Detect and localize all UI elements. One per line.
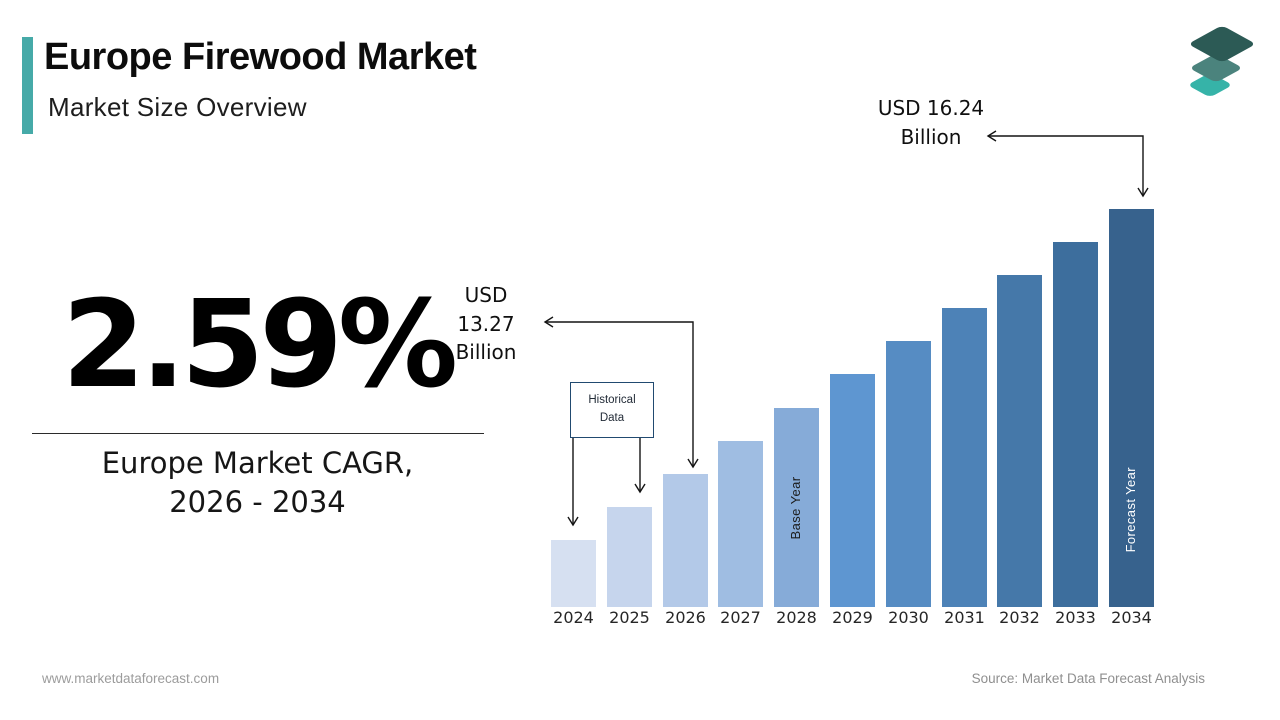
annotation-2026-line3: Billion [455,340,517,364]
x-tick-2032: 2032 [999,608,1040,627]
bar-2030 [886,341,931,607]
x-tick-2028: 2028 [776,608,817,627]
bar-2024 [551,540,596,607]
x-tick-2024: 2024 [553,608,594,627]
bar-2026 [663,474,708,607]
x-tick-2033: 2033 [1055,608,1096,627]
bar-2028: Base Year [774,408,819,607]
x-tick-2034: 2034 [1111,608,1152,627]
x-tick-2025: 2025 [609,608,650,627]
historical-data-line1: Historical [588,394,636,407]
x-tick-2031: 2031 [944,608,985,627]
page-subtitle: Market Size Overview [48,92,307,122]
stat-divider [31,432,484,434]
page-title: Europe Firewood Market [44,36,477,78]
annotation-2026-line2: 13.27 [457,311,515,336]
annotation-2026-line1: USD [464,283,508,307]
bar-2025 [607,507,652,607]
annotation-2034-line2: Billion [900,125,962,149]
annotation-2026-value: USD 13.27 Billion [430,281,542,367]
cagr-caption-line2: 2026 - 2034 [169,484,346,519]
title-accent-bar [22,37,33,134]
cagr-value: 2.59% [61,276,458,415]
cagr-stat-block: 2.59% Europe Market CAGR, 2026 - 2034 [30,276,485,522]
annotation-2034-line1: USD 16.24 [877,96,985,120]
cagr-caption: Europe Market CAGR, 2026 - 2034 [30,444,485,522]
bar-inner-label-2028: Base Year [787,476,803,539]
bar-2032 [997,275,1042,607]
bar-2034: Forecast Year [1109,209,1154,607]
bar-inner-label-2034: Forecast Year [1122,466,1138,552]
annotation-2034-value: USD 16.24 Billion [845,94,1017,152]
bar-2027 [718,441,763,607]
cagr-caption-line1: Europe Market CAGR, [101,445,414,480]
footer-website: www.marketdataforecast.com [42,671,220,686]
x-tick-2027: 2027 [720,608,761,627]
bar-2029 [830,374,875,607]
x-tick-2029: 2029 [832,608,873,627]
historical-data-box: Historical Data [570,382,654,438]
footer-source: Source: Market Data Forecast Analysis [971,671,1205,686]
bar-2031 [942,308,987,607]
bar-2033 [1053,242,1098,607]
historical-data-line2: Data [599,412,625,424]
x-tick-2030: 2030 [888,608,929,627]
x-tick-2026: 2026 [665,608,706,627]
